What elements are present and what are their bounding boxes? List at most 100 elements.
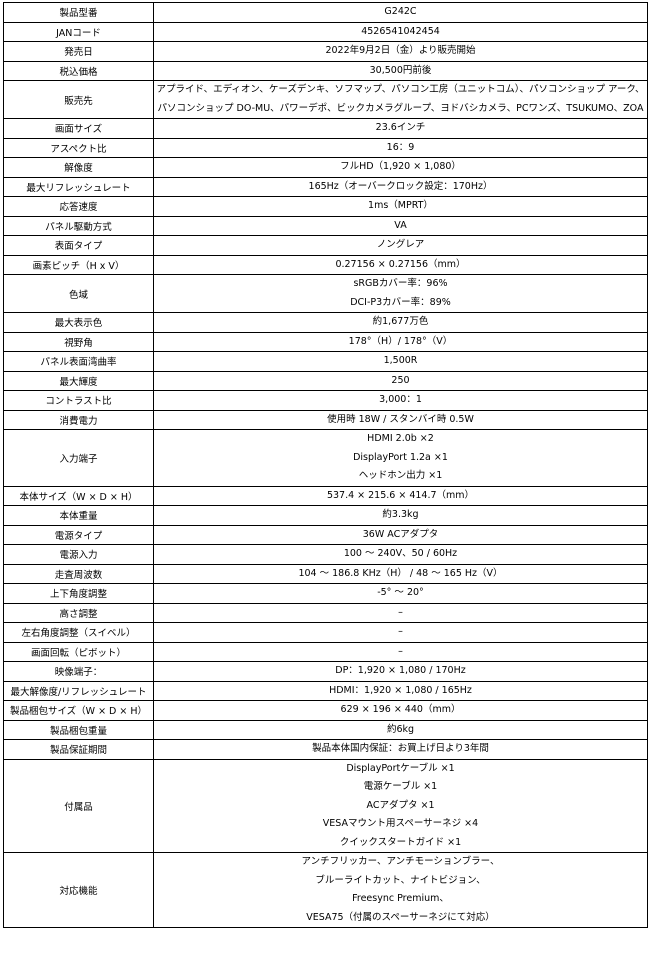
value-line: 約3.3kg [382, 509, 419, 520]
value-line: G242C [384, 6, 417, 17]
value-line: ノングレア [376, 239, 425, 250]
value-line: 0.27156 × 0.27156（mm） [335, 258, 466, 270]
spec-row: 解像度 フルHD（1,920 × 1,080） [3, 157, 648, 178]
spec-row: 視野角 178°（H）/ 178°（V） [3, 331, 648, 352]
value-line: 100 ～ 240V、50 / 60Hz [343, 548, 458, 559]
spec-value: 537.4 × 215.6 × 414.7（mm） [153, 485, 648, 506]
spec-label: 映像端子： [3, 661, 154, 682]
spec-value: 36W ACアダプタ [153, 524, 648, 545]
value-line: 178°（H）/ 178°（V） [348, 335, 453, 347]
spec-value: 4526541042454 [153, 21, 648, 42]
spec-body: 製品型番 G242C JANコード 4526541042454 発売日 2022年9月2日… [3, 2, 648, 928]
spec-label: 本体重量 [3, 505, 154, 526]
spec-value: 約6kg [153, 719, 648, 740]
value-line: アプライド、エディオン、ケーズデンキ、ソフマップ、パソコン工房（ユニットコム）、… [156, 84, 645, 95]
value-line: ACアダプタ ×1 [366, 799, 435, 811]
value-line: 1,500R [383, 355, 418, 366]
spec-table: 製品型番 G242C JANコード 4526541042454 発売日 2022年9月2日… [3, 2, 648, 928]
spec-value: 約1,677万色 [153, 312, 648, 333]
spec-value: 1ms（MPRT） [153, 196, 648, 217]
value-line: DCI-P3カバー率：89% [350, 296, 451, 308]
value-line: VESAマウント用スペーサーネジ ×4 [322, 818, 479, 829]
spec-value: 104 ～ 186.8 KHz（H） / 48 ～ 165 Hz（V） [153, 563, 648, 584]
value-line: DisplayPortケーブル ×1 [346, 762, 455, 774]
spec-value: 2022年9月2日（金）より販売開始 [153, 41, 648, 62]
spec-label: 最大表示色 [3, 312, 154, 333]
spec-label: 消費電力 [3, 409, 154, 430]
spec-row: 対応機能 アンチフリッカー、アンチモーションブラー、 ブルーライトカット、ナイトビジ… [3, 852, 648, 928]
spec-label: 応答速度 [3, 196, 154, 217]
spec-value: ノングレア [153, 235, 648, 256]
spec-row: 発売日 2022年9月2日（金）より販売開始 [3, 41, 648, 62]
value-line: Freesync Premium、 [352, 893, 449, 904]
spec-value: アプライド、エディオン、ケーズデンキ、ソフマップ、パソコン工房（ユニットコム）、… [153, 80, 648, 119]
spec-value: 100 ～ 240V、50 / 60Hz [153, 544, 648, 565]
value-line: 約6kg [386, 723, 415, 735]
spec-label: 販売先 [3, 80, 154, 119]
spec-value: フルHD（1,920 × 1,080） [153, 157, 648, 178]
value-line: 23.6インチ [375, 122, 426, 133]
spec-label: アスペクト比 [3, 137, 154, 158]
spec-label: 左右角度調整（スイベル） [3, 622, 154, 643]
spec-value: 23.6インチ [153, 118, 648, 139]
spec-row: JANコード 4526541042454 [3, 21, 648, 42]
spec-label: 高さ調整 [3, 602, 154, 623]
spec-label: JANコード [3, 21, 154, 42]
value-line: 165Hz（オーバークロック設定：170Hz） [308, 180, 493, 192]
spec-row: 応答速度 1ms（MPRT） [3, 196, 648, 217]
value-line: 16：9 [386, 141, 415, 153]
spec-label: 製品梱包重量 [3, 719, 154, 740]
spec-label: 解像度 [3, 157, 154, 178]
spec-label: 表面タイプ [3, 235, 154, 256]
spec-value: sRGBカバー率：96% DCI-P3カバー率：89% [153, 274, 648, 313]
spec-label: 上下角度調整 [3, 583, 154, 604]
spec-value: 1,500R [153, 351, 648, 372]
spec-value: 使用時 18W / スタンバイ時 0.5W [153, 409, 648, 430]
spec-label: パネル駆動方式 [3, 215, 154, 236]
value-line: ブルーライトカット、ナイトビジョン、 [315, 874, 486, 886]
value-line: 4526541042454 [361, 25, 440, 37]
spec-value: DisplayPortケーブル ×1 電源ケーブル ×1 ACアダプタ ×1 VESA… [153, 758, 648, 853]
spec-value: 629 × 196 × 440（mm） [153, 700, 648, 721]
spec-row: 画面回転（ピボット） – [3, 641, 648, 662]
spec-row: 製品型番 G242C [3, 2, 648, 23]
spec-row: 製品保証期間 製品本体国内保証：お買上げ日より3年間 [3, 739, 648, 760]
spec-label: 色域 [3, 274, 154, 313]
value-line: 製品本体国内保証：お買上げ日より3年間 [312, 743, 489, 754]
spec-row: コントラスト比 3,000：1 [3, 390, 648, 411]
spec-label: 製品梱包サイズ（W × D × H） [3, 700, 154, 721]
spec-label: 製品型番 [3, 2, 154, 23]
spec-value: 0.27156 × 0.27156（mm） [153, 254, 648, 275]
value-line: DisplayPort 1.2a ×1 [353, 451, 448, 463]
spec-row: 入力端子 HDMI 2.0b ×2 DisplayPort 1.2a ×1 ヘッドホン… [3, 429, 648, 487]
spec-value: HDMI 2.0b ×2 DisplayPort 1.2a ×1 ヘッドホン出力 ×… [153, 429, 648, 487]
value-line: 電源ケーブル ×1 [363, 781, 438, 792]
spec-value: – [153, 641, 648, 662]
value-line: クイックスタートガイド ×1 [339, 836, 462, 848]
spec-row: 販売先 アプライド、エディオン、ケーズデンキ、ソフマップ、パソコン工房（ユニットコ… [3, 80, 648, 119]
spec-label: 画面サイズ [3, 118, 154, 139]
spec-value: HDMI：1,920 × 1,080 / 165Hz [153, 680, 648, 701]
spec-row: 表面タイプ ノングレア [3, 235, 648, 256]
value-line: 約1,677万色 [372, 316, 429, 327]
spec-row: 高さ調整 – [3, 602, 648, 623]
spec-label: 最大輝度 [3, 370, 154, 391]
value-line: アンチフリッカー、アンチモーションブラー、 [301, 856, 500, 867]
value-line: 使用時 18W / スタンバイ時 0.5W [327, 413, 474, 425]
spec-value: G242C [153, 2, 648, 23]
spec-row: 最大表示色 約1,677万色 [3, 312, 648, 333]
spec-row: 電源入力 100 ～ 240V、50 / 60Hz [3, 544, 648, 565]
spec-value: 165Hz（オーバークロック設定：170Hz） [153, 176, 648, 197]
spec-row: 画素ピッチ（H x V） 0.27156 × 0.27156（mm） [3, 254, 648, 275]
value-line: 537.4 × 215.6 × 414.7（mm） [326, 489, 475, 501]
value-line: 250 [391, 374, 410, 386]
value-line: VESA75（付属のスペーサーネジにて対応） [306, 911, 495, 923]
spec-label: 本体サイズ（W × D × H） [3, 485, 154, 506]
spec-row: 最大リフレッシュレート 165Hz（オーバークロック設定：170Hz） [3, 176, 648, 197]
spec-value: – [153, 622, 648, 643]
spec-row: 画面サイズ 23.6インチ [3, 118, 648, 139]
spec-label: 電源入力 [3, 544, 154, 565]
spec-label: 付属品 [3, 758, 154, 853]
value-line: 3,000：1 [379, 394, 422, 405]
spec-row: 本体重量 約3.3kg [3, 505, 648, 526]
